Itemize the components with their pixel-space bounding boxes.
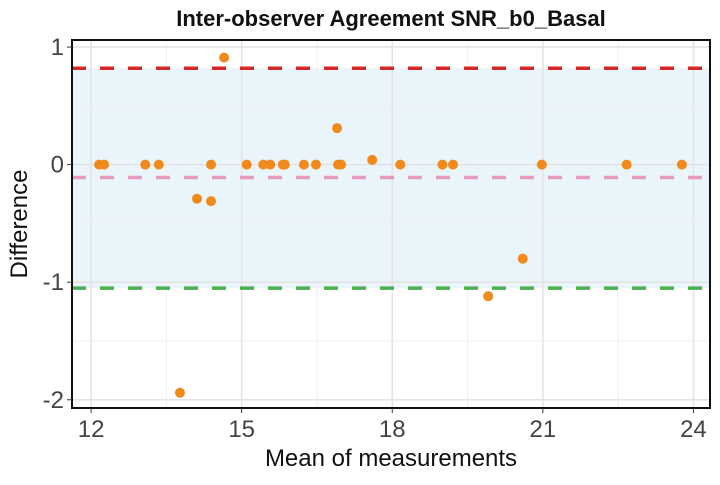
data-point (367, 154, 378, 165)
data-point (206, 196, 217, 207)
x-axis-label: Mean of measurements (265, 445, 517, 472)
data-point (153, 159, 164, 170)
data-point (191, 193, 202, 204)
x-tick-label: 12 (78, 416, 105, 443)
data-point (279, 159, 290, 170)
data-point (241, 159, 252, 170)
y-tick-label: 0 (51, 152, 64, 179)
data-point (483, 291, 494, 302)
data-point (395, 159, 406, 170)
data-point (99, 159, 110, 170)
data-point (621, 159, 632, 170)
data-point (676, 159, 687, 170)
y-tick-label: 1 (51, 34, 64, 61)
data-point (336, 159, 347, 170)
data-point (437, 159, 448, 170)
x-tick-label: 18 (379, 416, 406, 443)
chart-title: Inter-observer Agreement SNR_b0_Basal (176, 6, 606, 31)
data-point (140, 159, 151, 170)
data-point (310, 159, 321, 170)
x-tick-label: 15 (228, 416, 255, 443)
data-point (206, 159, 217, 170)
plot-frame (71, 39, 711, 409)
data-point (258, 159, 269, 170)
data-point (536, 159, 547, 170)
data-point (447, 159, 458, 170)
x-tick-label: 24 (680, 416, 707, 443)
x-tick-label: 21 (529, 416, 556, 443)
data-point (265, 159, 276, 170)
y-tick-label: -1 (43, 269, 64, 296)
y-axis-label: Difference (6, 170, 33, 279)
y-tick-label: -2 (43, 387, 64, 414)
data-point (298, 159, 309, 170)
data-point (517, 253, 528, 264)
data-point (219, 52, 230, 63)
data-point (174, 387, 185, 398)
data-point (332, 123, 343, 134)
